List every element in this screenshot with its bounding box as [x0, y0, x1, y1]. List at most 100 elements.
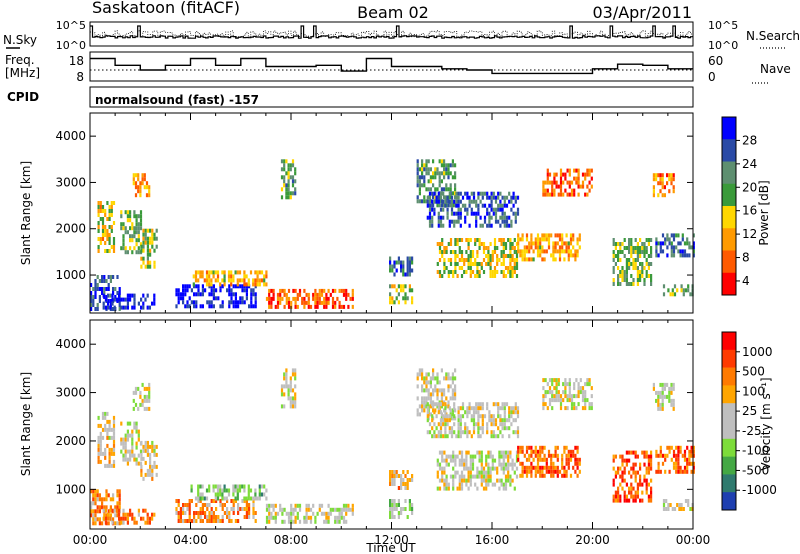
echo-region — [97, 411, 116, 468]
colorbar-tick-label: 28 — [742, 133, 757, 147]
colorbar-tick-label: 24 — [742, 157, 757, 171]
echo-region — [517, 233, 581, 262]
echo-region — [542, 378, 593, 411]
nsky-trace — [90, 25, 693, 39]
echo-region — [140, 228, 158, 269]
y-tick-label: 3000 — [55, 386, 86, 400]
colorbar-segment — [722, 139, 736, 162]
cpid-frame — [89, 86, 694, 108]
echo-region — [102, 508, 156, 525]
colorbar-tick-label: 25 — [742, 404, 757, 418]
colorbar-tick-label: 100 — [742, 384, 765, 398]
y-tick-label: 4000 — [55, 337, 86, 351]
velocity-x-axis: 00:00 04:00 08:00 12:00 16:00 20:00 00:00 — [73, 320, 710, 547]
y-tick-label: 2000 — [55, 434, 86, 448]
x-tick-label: 20:00 — [575, 533, 610, 547]
freq-panel: Freq. [MHz] 18 8 60 0 Nave — [5, 51, 791, 84]
colorbar-segment — [722, 385, 736, 404]
echo-region — [102, 293, 156, 310]
cpid-text: normalsound (fast) -157 — [95, 93, 259, 107]
freq-label-1: Freq. — [5, 53, 35, 67]
power-y-axis: 1000 2000 3000 4000 — [55, 129, 693, 282]
y-tick-label: 2000 — [55, 222, 86, 236]
nsearch-trace — [90, 30, 693, 38]
echo-region — [190, 484, 268, 501]
nsky-panel: N.Sky 10^5 10^0 10^5 10^0 N.Search — [3, 19, 800, 52]
nsky-label: N.Sky — [3, 33, 37, 47]
velocity-colorbar: 1000 500 100 25 -25 -100 -500 -1000 — [721, 331, 777, 511]
colorbar-tick-label: 20 — [742, 180, 757, 194]
nave-label: Nave — [760, 62, 791, 76]
freq-trace — [90, 57, 693, 75]
echo-region — [389, 256, 414, 277]
colorbar-segment — [722, 367, 736, 386]
colorbar-tick-label: 4 — [742, 274, 750, 288]
velocity-echo-map — [90, 368, 695, 526]
date-title: 03/Apr/2011 — [592, 3, 692, 22]
echo-region — [436, 450, 519, 491]
echo-region — [120, 421, 143, 466]
colorbar-segment — [722, 438, 736, 457]
power-y-label: Slant Range [km] — [19, 161, 33, 265]
echo-region — [652, 173, 675, 198]
echo-region — [280, 159, 297, 200]
echo-region — [517, 445, 581, 478]
colorbar-segment — [722, 228, 736, 251]
velocity-y-label: Slant Range [km] — [19, 372, 33, 476]
colorbar-segment — [722, 250, 736, 274]
colorbar-tick-label: -1000 — [742, 483, 777, 497]
y-tick-label: 1000 — [55, 268, 86, 282]
power-frame — [89, 112, 694, 314]
nsky-tick-top: 10^5 — [56, 19, 86, 32]
colorbar-segment — [722, 421, 736, 440]
echo-region — [612, 450, 653, 503]
colorbar-tick-label: 8 — [742, 251, 750, 265]
velocity-colorbar-label: Velocity [m s⁻¹] — [759, 377, 773, 470]
colorbar-frame — [721, 116, 737, 296]
colorbar-segment — [722, 492, 736, 511]
echo-region — [175, 499, 257, 523]
colorbar-segment — [722, 349, 736, 368]
freq-label-2: [MHz] — [5, 66, 40, 80]
colorbar-segment — [722, 117, 736, 140]
freq-tick-top: 18 — [69, 54, 84, 68]
x-tick-label: 12:00 — [374, 533, 409, 547]
echo-region — [389, 470, 414, 490]
velocity-y-axis: 1000 2000 3000 4000 — [55, 337, 693, 496]
y-tick-label: 1000 — [55, 482, 86, 496]
cpid-panel: CPID normalsound (fast) -157 — [7, 86, 694, 108]
colorbar-tick-label: -25 — [742, 424, 762, 438]
colorbar-segment — [722, 161, 736, 185]
power-x-ticks — [89, 113, 694, 313]
echo-region — [662, 499, 694, 511]
echo-region — [175, 284, 257, 309]
echo-region — [90, 489, 121, 526]
station-title: Saskatoon (fitACF) — [92, 0, 240, 17]
echo-region — [140, 440, 158, 481]
colorbar-tick-label: 500 — [742, 365, 765, 379]
colorbar-segment — [722, 403, 736, 422]
colorbar-tick-label: 1000 — [742, 345, 773, 359]
cpid-label: CPID — [7, 90, 39, 104]
nsearch-tick-top: 10^5 — [708, 19, 738, 32]
velocity-frame — [89, 319, 694, 530]
colorbar-segment — [722, 456, 736, 475]
echo-region — [120, 210, 143, 255]
nave-tick-bottom: 0 — [708, 70, 716, 84]
x-tick-label: 16:00 — [475, 533, 510, 547]
echo-region — [426, 402, 520, 439]
colorbar-tick-label: -100 — [742, 444, 769, 458]
colorbar-segment — [722, 332, 736, 351]
echo-region — [280, 368, 297, 409]
x-tick-label: 08:00 — [274, 533, 309, 547]
echo-region — [426, 191, 520, 228]
colorbar-segment — [722, 474, 736, 493]
nsky-tick-bottom: 10^0 — [56, 39, 86, 52]
echo-region — [662, 284, 694, 297]
power-echo-map — [90, 159, 695, 311]
velocity-x-label: Time UT — [365, 541, 416, 554]
echo-region — [652, 382, 675, 411]
echo-region — [132, 382, 151, 411]
power-panel: 1000 2000 3000 4000 Slant Range [km] 28 24 20… — [19, 112, 771, 314]
